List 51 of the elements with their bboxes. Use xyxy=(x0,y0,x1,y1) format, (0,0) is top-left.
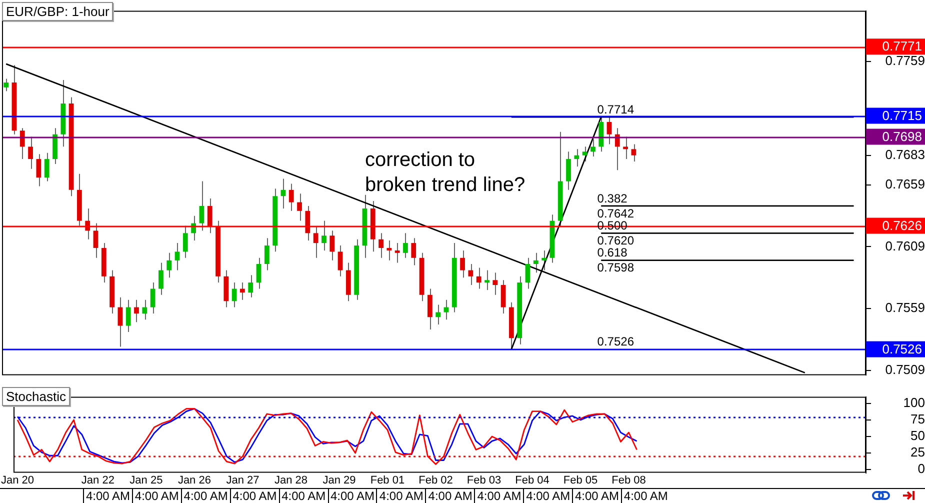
annotation: 0.7620 xyxy=(597,233,634,248)
ref-line-label: 0.7626 xyxy=(882,218,922,233)
text: 4:00 AM xyxy=(474,489,522,503)
x-tick-label: Feb 08 xyxy=(612,474,646,486)
x-tick-label: Jan 25 xyxy=(130,474,163,486)
annotation: 0.7642 xyxy=(597,206,634,220)
x-tick-label: Jan 26 xyxy=(178,474,211,486)
ref-line-label: 0.7698 xyxy=(882,128,922,144)
annotation: 0.7526 xyxy=(597,334,634,349)
y-tick-label: 0.7659 xyxy=(885,176,925,192)
annotation: correction to broken trend line? xyxy=(365,148,526,198)
annotation: 0.7598 xyxy=(597,260,634,275)
y-tick-label: 0 xyxy=(918,461,925,476)
x-tick-label: Feb 05 xyxy=(563,474,598,486)
y-tick-label: 25 xyxy=(910,444,925,460)
x-tick-label: Jan 27 xyxy=(226,474,260,486)
annotation: 0.7714 xyxy=(597,102,634,116)
y-tick-label: 0.7609 xyxy=(885,238,925,254)
y-tick-label: 0.7509 xyxy=(885,362,925,377)
text: 4:00 AM xyxy=(425,489,472,503)
text: 4:00 AM xyxy=(278,489,326,503)
annotation: 0.618 xyxy=(597,246,628,260)
text: 4:00 AM xyxy=(83,489,130,503)
x-tick-label: Feb 04 xyxy=(515,474,550,486)
x-tick-label: Jan 20 xyxy=(1,474,34,486)
text: 4:00 AM xyxy=(523,489,570,503)
text: 4:00 AM xyxy=(230,489,277,503)
x-tick-label: Jan 28 xyxy=(274,474,308,486)
text: 4:00 AM xyxy=(376,489,424,503)
ref-line-label: 0.7771 xyxy=(882,38,922,54)
y-tick-label: 0.7759 xyxy=(885,53,925,68)
x-tick-label: Feb 01 xyxy=(370,474,405,486)
x-tick-label: Feb 03 xyxy=(466,474,502,486)
x-tick-label: Jan 22 xyxy=(81,474,114,486)
y-tick-label: 0.7559 xyxy=(885,300,925,316)
annotation: 0.382 xyxy=(597,191,628,206)
y-tick-label: 50 xyxy=(910,428,925,444)
ref-line-label: 0.7715 xyxy=(882,108,922,123)
chart-title: EUR/GBP: 1-hour xyxy=(2,2,114,21)
y-tick-label: 75 xyxy=(910,412,925,427)
text: 4:00 AM xyxy=(328,489,375,503)
x-tick-label: Feb 02 xyxy=(418,474,453,486)
y-tick-label: 0.7683 xyxy=(885,146,925,162)
x-tick-label: Jan 29 xyxy=(322,474,356,486)
ref-line-label: 0.7526 xyxy=(882,341,922,356)
chart-title: Stochastic xyxy=(2,387,70,406)
text: 4:00 AM xyxy=(572,489,620,503)
text: 4:00 AM xyxy=(132,489,179,503)
y-tick-label: 100 xyxy=(903,394,925,410)
text: 4:00 AM xyxy=(620,489,668,503)
text: 4:00 AM xyxy=(180,489,228,503)
